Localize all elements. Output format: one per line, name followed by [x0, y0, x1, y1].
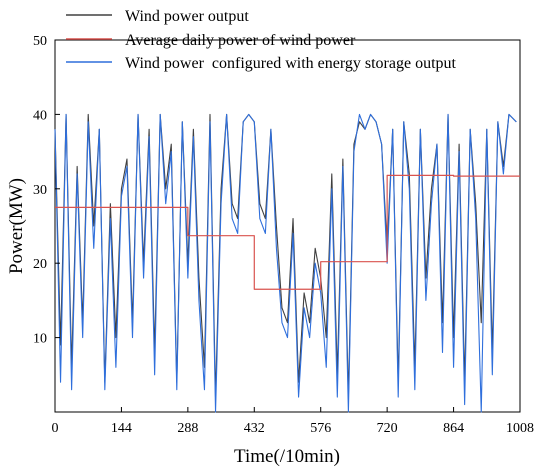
series-line-avg	[55, 174, 520, 290]
x-tick-label: 288	[177, 421, 198, 436]
x-tick-label: 144	[111, 421, 132, 436]
y-tick-label: 30	[33, 183, 47, 198]
x-tick-label: 720	[377, 421, 398, 436]
x-tick-label: 432	[244, 421, 265, 436]
legend-label-average-daily: Average daily power of wind power	[125, 32, 356, 49]
x-tick-label: 0	[52, 421, 59, 436]
y-tick-label: 50	[33, 34, 47, 49]
legend: Wind power output Average daily power of…	[66, 8, 457, 72]
y-tick-label: 40	[33, 108, 47, 123]
series-layer	[54, 113, 520, 413]
y-tick-label: 20	[33, 257, 47, 272]
x-tick-label: 864	[443, 421, 464, 436]
series-line-storage	[54, 113, 517, 413]
legend-label-storage-output: Wind power configured with energy storag…	[125, 55, 457, 72]
x-axis-title: Time(/10min)	[234, 446, 340, 467]
y-axis-ticks: 10 20 30 40 50	[33, 34, 60, 347]
x-tick-label: 576	[310, 421, 331, 436]
x-axis-ticks: 0 144 288 432 576 720 864 1008	[52, 407, 534, 436]
legend-label-wind-power-output: Wind power output	[125, 8, 249, 25]
plot-frame	[54, 39, 521, 413]
y-tick-label: 10	[33, 332, 47, 347]
x-tick-label: 1008	[506, 421, 534, 436]
y-axis-title: Power(MW)	[6, 178, 27, 274]
